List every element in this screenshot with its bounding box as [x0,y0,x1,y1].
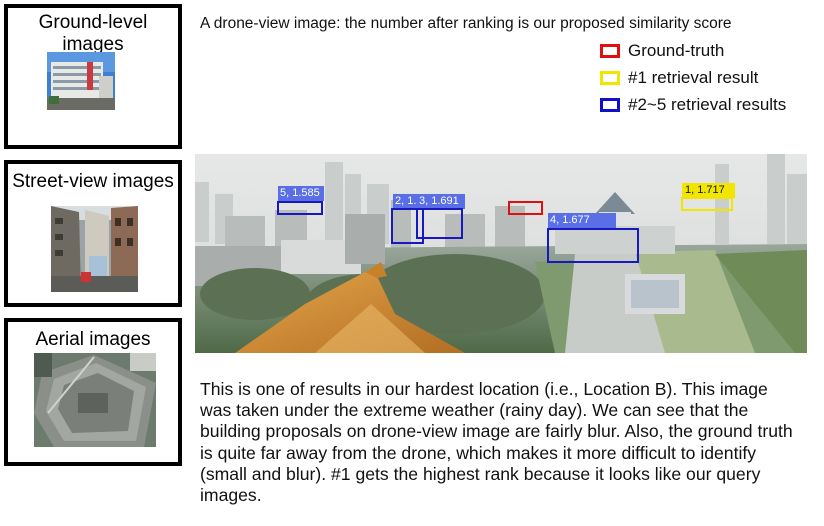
legend-swatch-top1 [600,71,620,85]
detection-3-box [416,208,463,239]
detection-1-label: 1, 1.717 [682,183,735,198]
aerial-panel: Aerial images [4,318,182,466]
ground-truth-box [508,201,543,215]
drone-view-image [195,154,807,353]
result-description: This is one of results in our hardest lo… [200,379,793,506]
legend-swatch-top2-5 [600,98,620,112]
legend-swatch-ground-truth [600,44,620,58]
legend-label-top2-5: #2~5 retrieval results [628,95,787,114]
legend-ground-truth: Ground-truth [600,40,724,62]
ground-level-image [47,52,115,110]
ground-level-title: Ground-level images [38,12,148,55]
detection-4-box [547,228,639,263]
detection-3-label: 3, 1.691 [417,194,465,209]
ground-level-panel: Ground-level images [4,4,182,149]
aerial-title: Aerial images [35,329,151,350]
detection-1-box [681,197,733,211]
detection-2-label: 2, 1. [393,194,419,209]
figure-caption: A drone-view image: the number after ran… [200,15,732,32]
street-view-panel: Street-view images [4,160,182,307]
legend-top2-5: #2~5 retrieval results [600,94,786,116]
street-view-image [51,206,138,292]
aerial-image [34,353,156,447]
detection-5-label: 5, 1.585 [278,186,324,201]
detection-5-box [277,201,323,215]
detection-4-label: 4, 1.677 [548,213,616,228]
street-view-title: Street-view images [12,171,174,192]
legend-label-ground-truth: Ground-truth [628,41,725,60]
legend-top1: #1 retrieval result [600,67,758,89]
legend-label-top1: #1 retrieval result [628,68,759,87]
detection-2-box [391,208,424,244]
